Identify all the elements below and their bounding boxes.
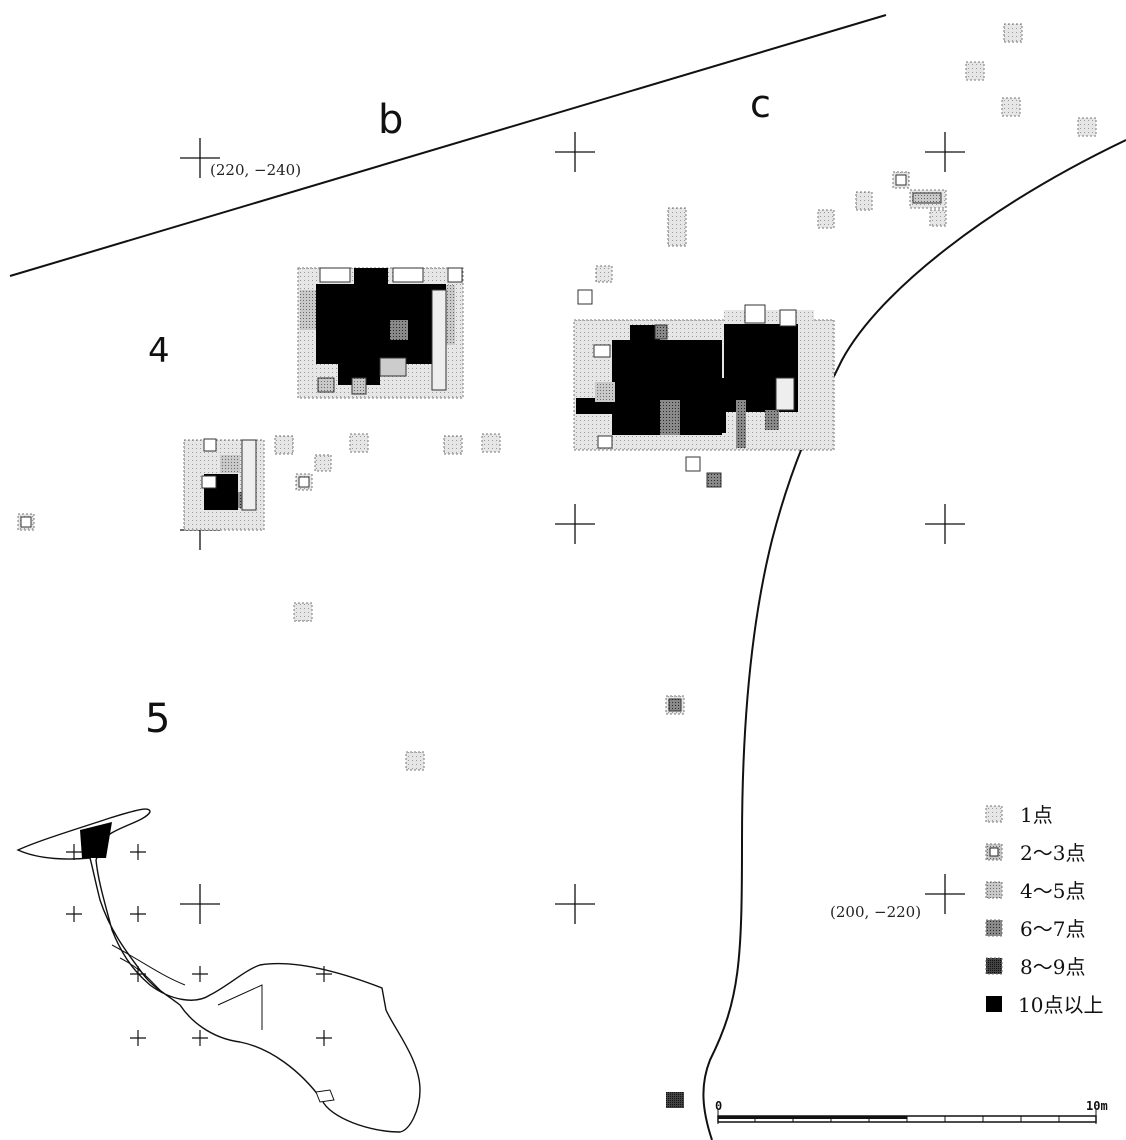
legend-label-5: 8～9点 [1020,955,1085,979]
inset-location-map [16,808,421,1133]
legend-item-4: 6～7点 [985,917,1085,941]
legend-swatch-6 [986,996,1002,1012]
legend-swatch-4 [985,919,1003,937]
legend-label-2: 2～3点 [1020,841,1085,865]
scale-bar: 0 10m [715,1099,1108,1124]
scale-end-label: 10m [1086,1099,1108,1113]
artifact-cluster-b [573,265,835,488]
legend-label-3: 4～5点 [1020,879,1085,903]
legend-item-3: 4～5点 [985,879,1085,903]
zone-label-4: 4 [148,331,170,371]
legend-label-6: 10点以上 [1018,993,1103,1017]
bottom-find-marker [666,1092,684,1108]
grid-crosses [180,132,965,924]
legend-item-5: 8～9点 [985,955,1085,979]
artifact-cluster-a [297,267,464,399]
legend-label-4: 6～7点 [1020,917,1085,941]
legend-item-1: 1点 [985,803,1053,827]
boundary-line-north [9,14,887,277]
boundary-line-east [702,139,1126,1140]
legend: 1点 2～3点 4～5点 6～7点 8～9点 10点以上 [985,803,1103,1017]
legend-item-2: 2～3点 [985,841,1085,865]
legend-item-6: 10点以上 [986,993,1103,1017]
legend-swatch-5 [985,957,1003,975]
legend-swatch-1 [985,805,1003,823]
scale-start-label: 0 [715,1099,722,1113]
artifact-cluster-c [183,438,265,531]
scattered-find-markers [20,174,942,712]
coord-label-200-220: (200, −220) [830,903,921,921]
zone-label-5: 5 [145,696,170,742]
zone-label-c: c [750,82,771,126]
zone-label-b: b [378,97,403,143]
legend-label-1: 1点 [1020,803,1053,827]
legend-swatch-3 [985,881,1003,899]
scattered-finds [17,23,1097,771]
coord-label-220-240: (220, −240) [210,161,301,179]
